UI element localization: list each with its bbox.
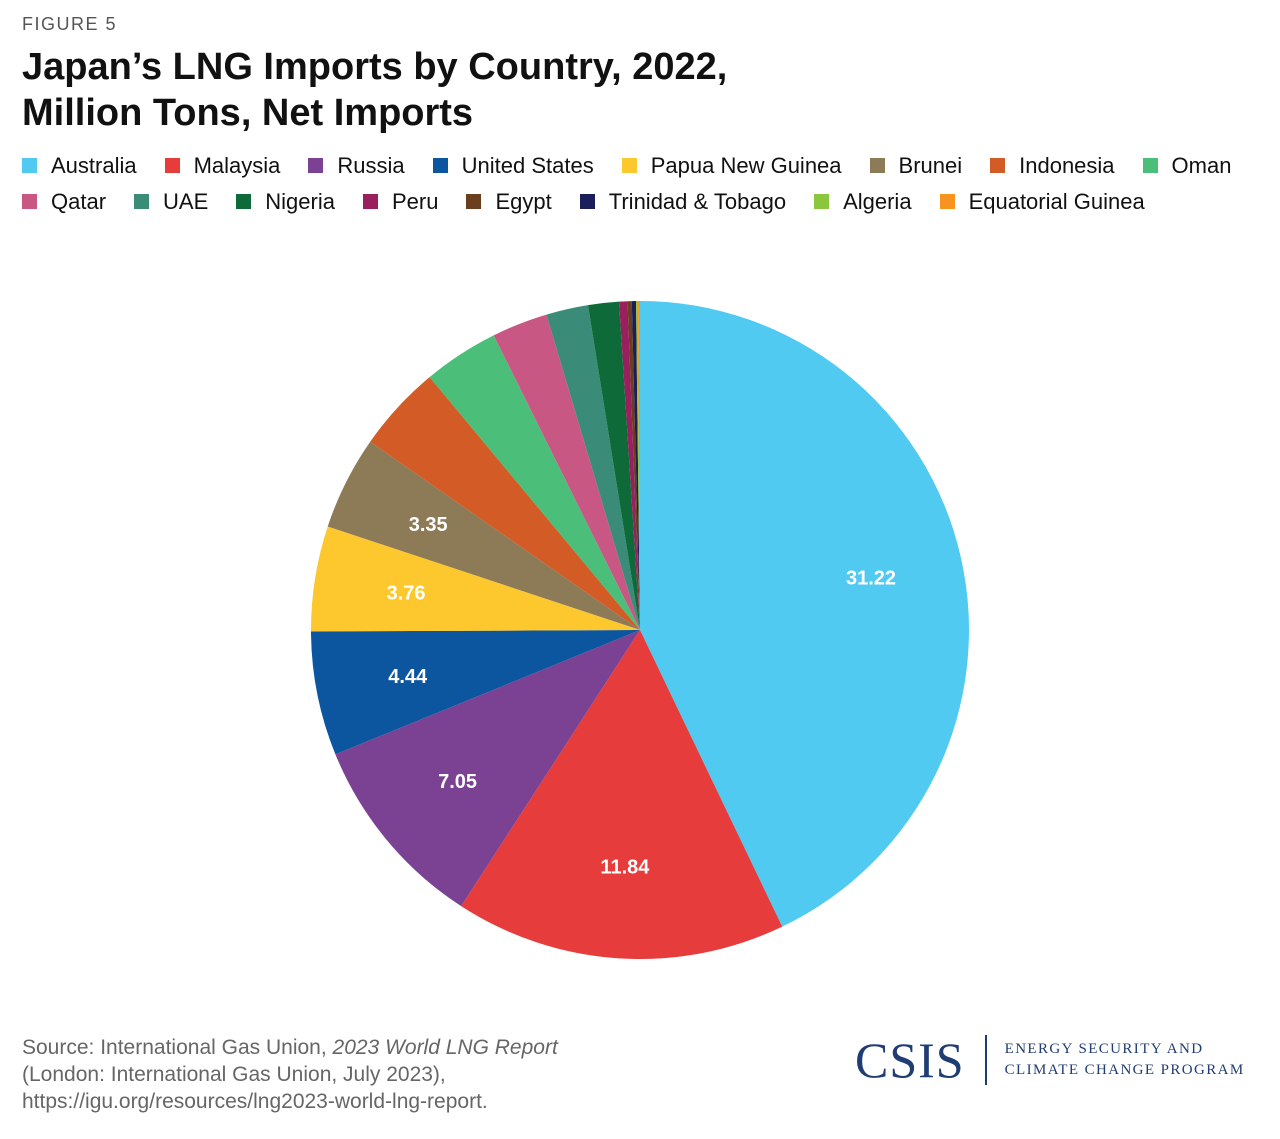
pie-slice-uae xyxy=(546,305,640,630)
legend-swatch xyxy=(134,194,150,209)
legend-label: United States xyxy=(461,153,594,178)
chart-title: Japan’s LNG Imports by Country, 2022, Mi… xyxy=(22,44,922,136)
csis-logo-mark: CSIS xyxy=(855,1032,965,1088)
legend-item-malaysia: Malaysia xyxy=(164,153,281,178)
legend-swatch xyxy=(22,194,37,209)
pie-slice-algeria xyxy=(636,301,640,630)
slice-data-label-papua-new-guinea: 3.76 xyxy=(387,583,426,605)
pie-slice-brunei xyxy=(327,441,640,630)
legend-item-indonesia: Indonesia xyxy=(990,153,1115,178)
figure-label: FIGURE 5 xyxy=(22,14,118,34)
pie-slice-equatorial-guinea xyxy=(638,301,640,630)
legend-label: Algeria xyxy=(843,189,912,214)
legend-label: Peru xyxy=(391,189,439,214)
legend-label: Egypt xyxy=(495,189,552,214)
legend-item-equatorial-guinea: Equatorial Guinea xyxy=(939,189,1145,214)
legend-label: Qatar xyxy=(51,189,107,214)
legend-label: Papua New Guinea xyxy=(650,153,842,178)
legend-item-peru: Peru xyxy=(362,189,439,214)
source-report-title: 2023 World LNG Report xyxy=(332,1036,558,1059)
legend-label: Brunei xyxy=(898,153,963,178)
pie-slice-oman xyxy=(429,335,640,630)
pie-slice-malaysia xyxy=(461,630,783,959)
legend-swatch xyxy=(990,158,1006,173)
source-url: https://igu.org/resources/lng2023-world-… xyxy=(22,1090,488,1113)
legend-item-australia: Australia xyxy=(22,153,137,178)
slice-data-label-malaysia: 11.84 xyxy=(600,856,650,878)
legend-label: Nigeria xyxy=(265,189,335,214)
legend-item-oman: Oman xyxy=(1142,153,1232,178)
legend-swatch xyxy=(621,158,637,173)
legend-label: Australia xyxy=(51,153,137,178)
legend-label: Equatorial Guinea xyxy=(968,189,1145,214)
pie-slice-australia xyxy=(640,301,969,927)
source-line-2: (London: International Gas Union, July 2… xyxy=(22,1063,446,1086)
legend-item-brunei: Brunei xyxy=(869,153,963,178)
legend-item-russia: Russia xyxy=(308,153,405,178)
pie-slice-papua-new-guinea xyxy=(310,526,640,632)
pie-slice-indonesia xyxy=(370,377,640,630)
legend-swatch xyxy=(308,158,324,173)
legend-swatch xyxy=(22,158,37,173)
legend-label: Malaysia xyxy=(193,153,281,178)
legend-item-papua-new-guinea: Papua New Guinea xyxy=(621,153,842,178)
source-note: Source: International Gas Union, 2023 Wo… xyxy=(22,1034,742,1115)
legend-item-nigeria: Nigeria xyxy=(236,189,335,214)
chart-title-line-2: Million Tons, Net Imports xyxy=(22,92,474,134)
program-name-line-1: ENERGY SECURITY AND xyxy=(1004,1041,1204,1057)
chart-legend: Australia Malaysia Russia United States Papu… xyxy=(22,153,1262,214)
legend-swatch xyxy=(579,194,595,209)
legend-label: Russia xyxy=(337,153,405,178)
program-name: ENERGY SECURITY AND CLIMATE CHANGE PROGR… xyxy=(1005,1039,1245,1081)
pie-slice-qatar xyxy=(493,314,640,630)
legend-swatch xyxy=(432,158,448,173)
legend-swatch xyxy=(362,194,378,209)
legend-swatch xyxy=(236,194,252,209)
logo-divider xyxy=(984,1035,987,1085)
pie-slice-trinidad-and-tobago xyxy=(631,301,640,630)
legend-label: Oman xyxy=(1171,153,1232,178)
legend-item-egypt: Egypt xyxy=(466,189,552,214)
pie-slice-peru xyxy=(619,301,640,630)
slice-data-label-united-states: 4.44 xyxy=(388,666,428,688)
legend-item-algeria: Algeria xyxy=(814,189,912,214)
legend-swatch xyxy=(814,194,830,209)
pie-slice-russia xyxy=(335,630,640,907)
legend-item-qatar: Qatar xyxy=(22,189,106,214)
legend-swatch xyxy=(1142,158,1158,173)
legend-item-trinidad-and-tobago: Trinidad & Tobago xyxy=(579,189,787,214)
program-name-line-2: CLIMATE CHANGE PROGRAM xyxy=(1004,1062,1245,1078)
legend-label: Indonesia xyxy=(1019,153,1115,178)
legend-label: Trinidad & Tobago xyxy=(608,189,787,214)
slice-data-label-brunei: 3.35 xyxy=(409,514,448,536)
legend-swatch xyxy=(939,194,955,209)
pie-slice-nigeria xyxy=(587,301,640,630)
slice-data-label-russia: 7.05 xyxy=(438,771,477,793)
legend-item-uae: UAE xyxy=(134,189,208,214)
chart-title-line-1: Japan’s LNG Imports by Country, 2022, xyxy=(22,46,728,88)
slice-data-label-australia: 31.22 xyxy=(846,568,896,590)
legend-swatch xyxy=(869,158,885,173)
source-prefix: Source: International Gas Union, xyxy=(22,1036,333,1059)
legend-label: UAE xyxy=(163,189,209,214)
pie-chart: 31.22 11.84 7.05 4.44 3.76 3.35 xyxy=(310,301,969,959)
pie-slice-united-states xyxy=(311,630,640,755)
legend-swatch xyxy=(466,194,482,209)
legend-swatch xyxy=(164,158,180,173)
legend-item-united-states: United States xyxy=(432,153,594,178)
pie-slice-egypt xyxy=(627,301,640,630)
csis-logo: CSIS ENERGY SECURITY AND CLIMATE CHANGE … xyxy=(855,1032,1245,1088)
